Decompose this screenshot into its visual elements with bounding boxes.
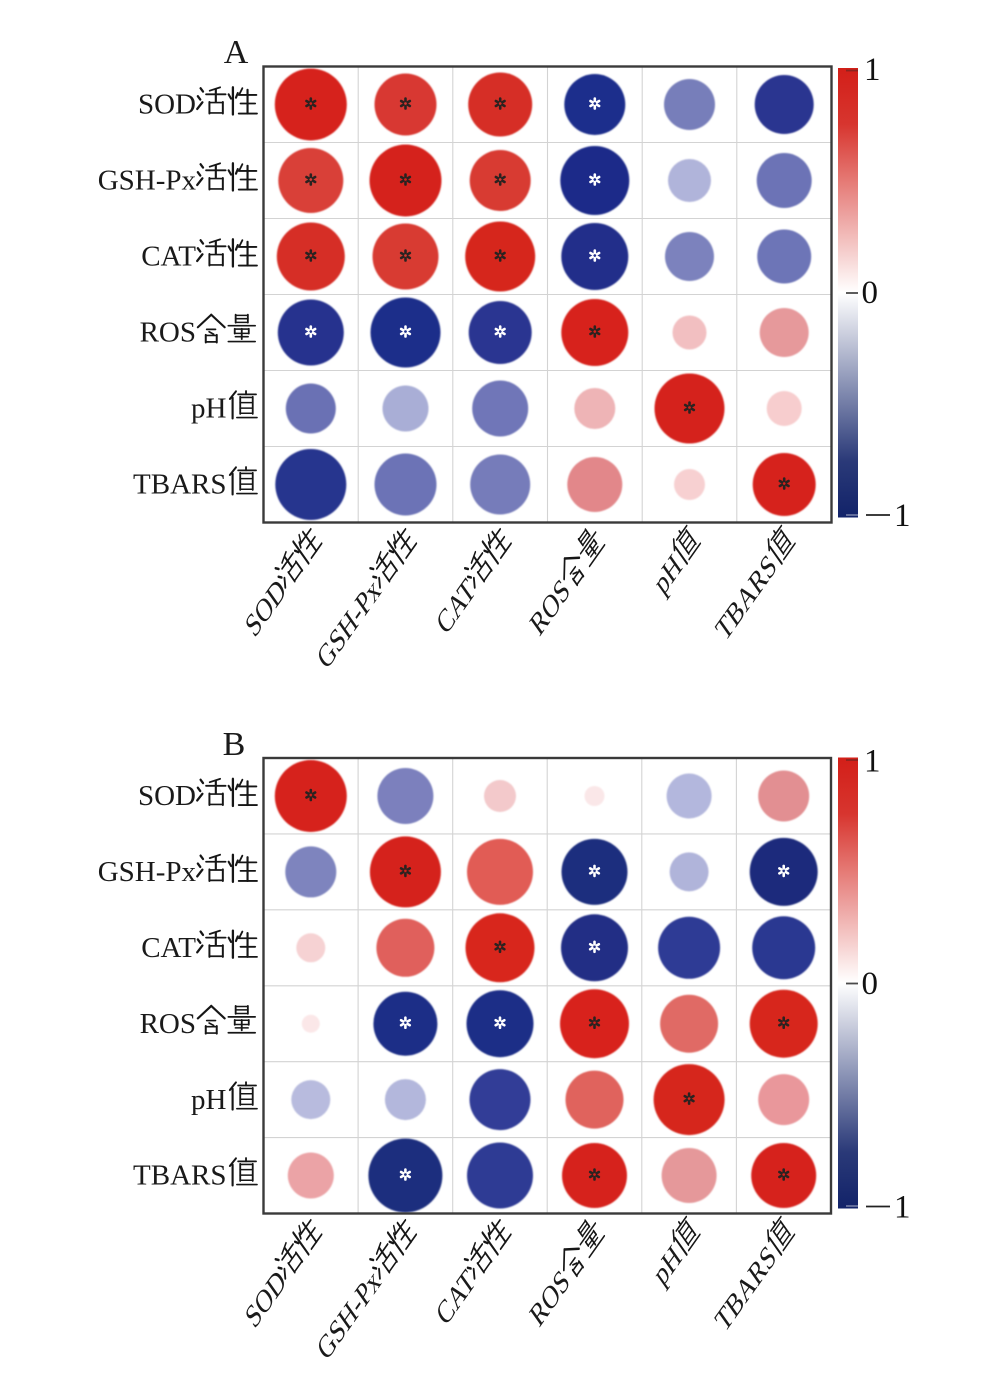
svg-text:1: 1 (864, 52, 881, 88)
svg-text:1: 1 (894, 498, 911, 534)
svg-text:0: 0 (862, 966, 879, 1002)
svg-text:1: 1 (894, 1190, 911, 1226)
svg-text:B: B (223, 726, 246, 763)
svg-text:1: 1 (864, 744, 881, 780)
svg-text:A: A (224, 34, 249, 71)
svg-text:0: 0 (862, 275, 879, 311)
